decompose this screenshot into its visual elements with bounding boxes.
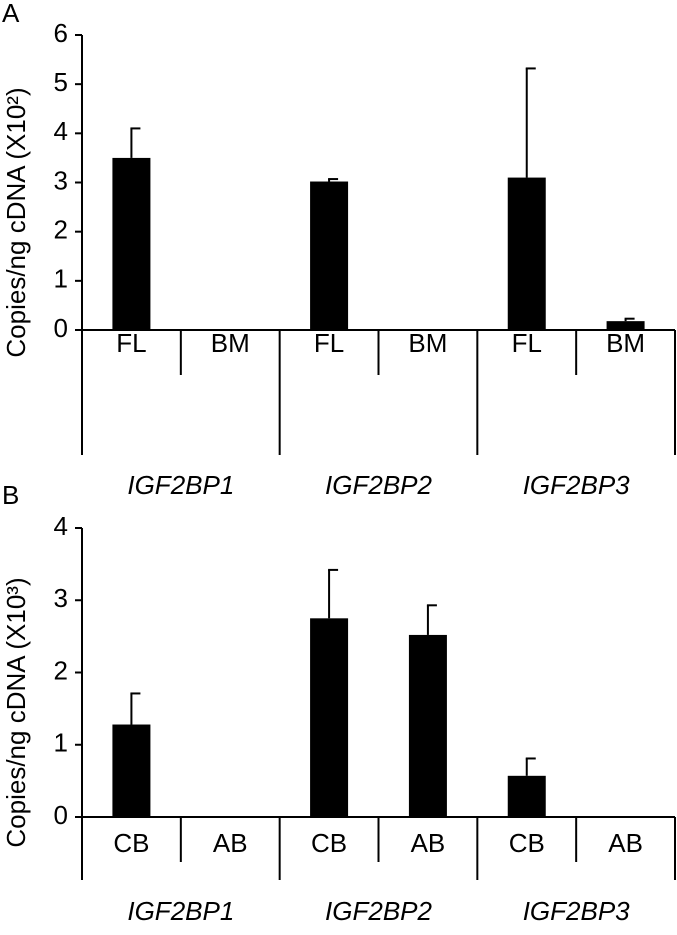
panel-label: B xyxy=(2,480,19,510)
y-tick-label: 3 xyxy=(54,165,68,195)
x-tick-label: CB xyxy=(113,828,149,858)
y-tick-label: 2 xyxy=(54,215,68,245)
y-tick-label: 1 xyxy=(54,728,68,758)
x-tick-label: BM xyxy=(211,328,250,358)
x-tick-label: CB xyxy=(311,828,347,858)
x-tick-label: FL xyxy=(512,328,542,358)
x-tick-label: AB xyxy=(608,828,643,858)
y-tick-label: 2 xyxy=(54,655,68,685)
bar xyxy=(112,157,151,330)
group-label: IGF2BP1 xyxy=(127,470,234,500)
group-label: IGF2BP2 xyxy=(325,470,432,500)
y-tick-label: 0 xyxy=(54,313,68,343)
group-label: IGF2BP3 xyxy=(523,896,630,926)
y-axis-label: Copies/ng cDNA (X10²) xyxy=(1,87,31,357)
x-tick-label: AB xyxy=(213,828,248,858)
x-tick-label: CB xyxy=(509,828,545,858)
x-tick-label: FL xyxy=(314,328,344,358)
group-label: IGF2BP2 xyxy=(325,896,432,926)
y-axis-label: Copies/ng cDNA (X10³) xyxy=(1,577,31,847)
y-tick-label: 4 xyxy=(54,511,68,541)
y-tick-label: 4 xyxy=(54,116,68,146)
bar xyxy=(310,618,349,817)
panel-label: A xyxy=(2,0,20,28)
bar xyxy=(606,321,645,330)
group-label: IGF2BP1 xyxy=(127,896,234,926)
y-tick-label: 0 xyxy=(54,800,68,830)
group-label: IGF2BP3 xyxy=(523,470,630,500)
y-tick-label: 6 xyxy=(54,18,68,48)
bar xyxy=(507,177,546,330)
bar xyxy=(310,181,349,330)
bar xyxy=(112,724,151,817)
x-tick-label: AB xyxy=(411,828,446,858)
bar xyxy=(507,775,546,817)
x-tick-label: BM xyxy=(606,328,645,358)
x-tick-label: BM xyxy=(408,328,447,358)
x-tick-label: FL xyxy=(116,328,146,358)
y-tick-label: 5 xyxy=(54,67,68,97)
bar xyxy=(408,634,447,817)
y-tick-label: 3 xyxy=(54,583,68,613)
y-tick-label: 1 xyxy=(54,264,68,294)
